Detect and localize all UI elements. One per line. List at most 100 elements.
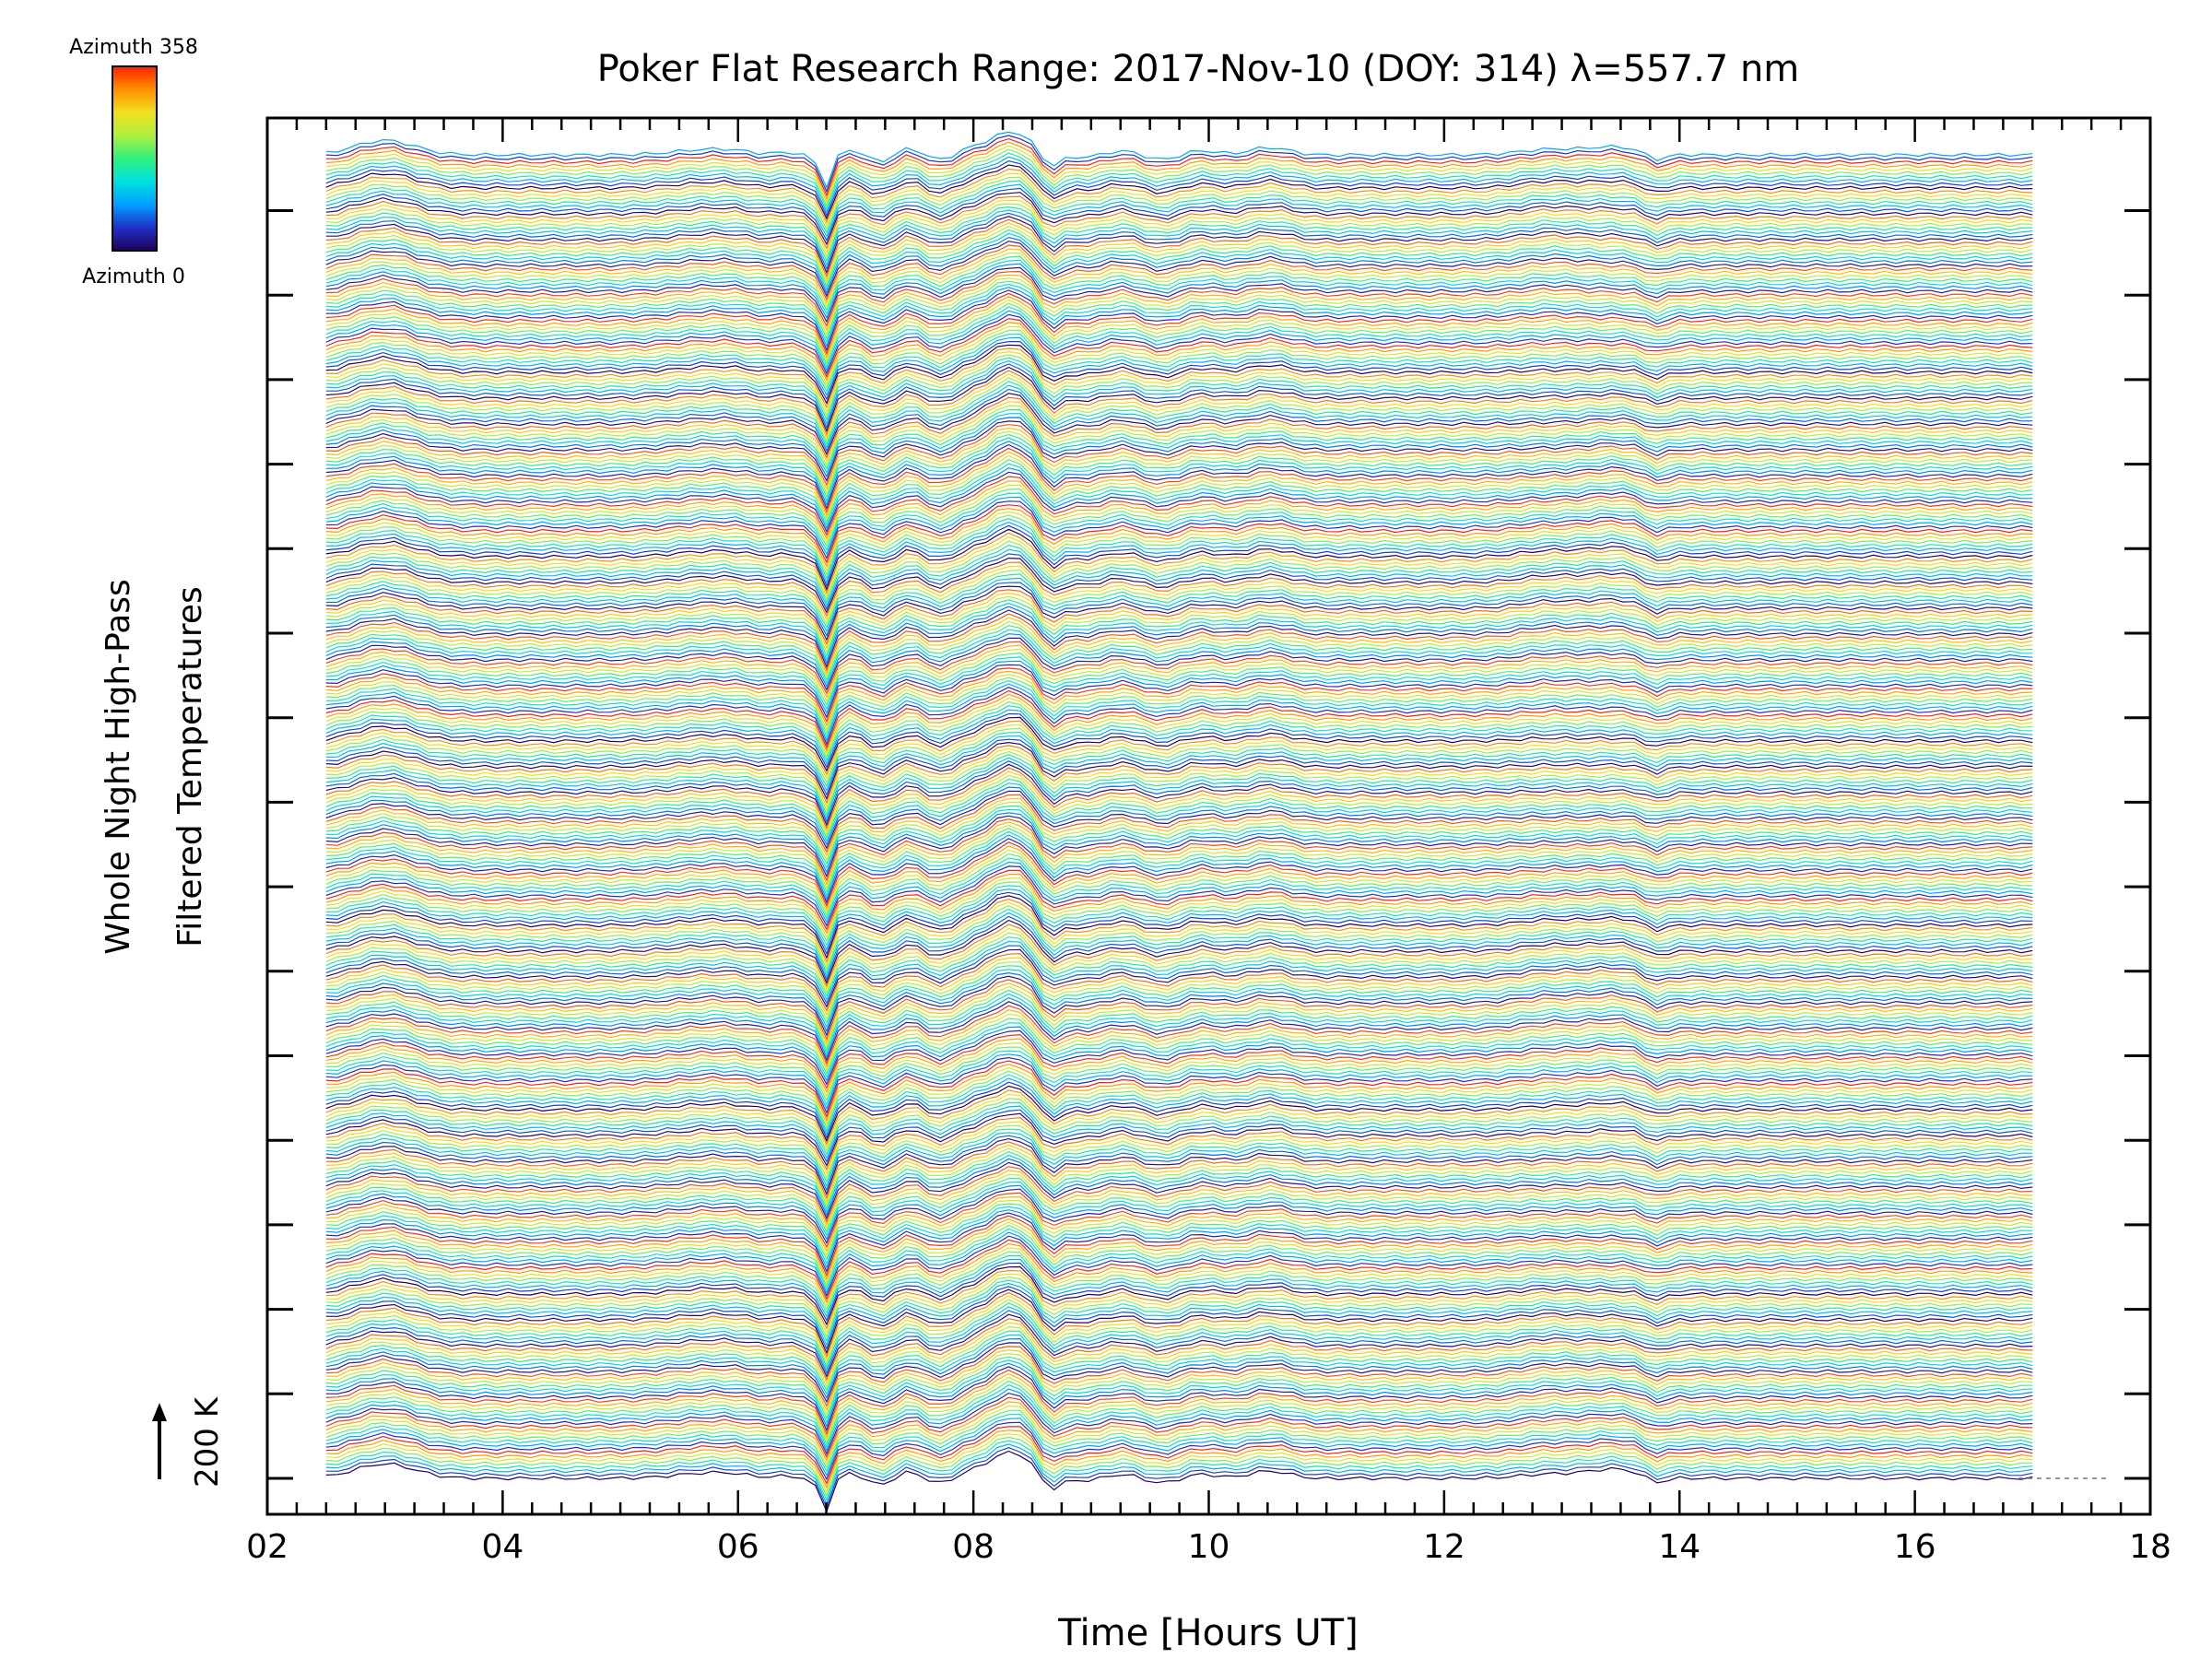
series-line (325, 1026, 2033, 1082)
series-line (325, 289, 2033, 352)
series-line (325, 1383, 2033, 1449)
series-line (325, 1173, 2033, 1230)
series-line (325, 720, 2033, 776)
series-line (325, 467, 2033, 530)
series-line (325, 302, 2033, 366)
series-line (325, 797, 2033, 857)
series-line (325, 1105, 2033, 1159)
series-line (325, 648, 2033, 702)
series-line (325, 961, 2033, 1020)
series-line (325, 313, 2033, 375)
series-line (325, 168, 2033, 224)
series-line (325, 993, 2033, 1055)
series-line (325, 1085, 2033, 1143)
series-line (325, 252, 2033, 308)
series-line (325, 1273, 2033, 1335)
series-line (325, 724, 2033, 780)
series-line (325, 1206, 2033, 1265)
series-line (325, 212, 2033, 271)
series-line (325, 1235, 2033, 1298)
series-line (325, 754, 2033, 817)
series-line (325, 396, 2033, 459)
series-line (325, 232, 2033, 291)
colorbar-top-label: Azimuth 358 (69, 36, 198, 59)
series-line (325, 492, 2033, 551)
series-line (325, 965, 2033, 1025)
series-line (325, 716, 2033, 772)
series-line (325, 888, 2033, 951)
series-line (325, 771, 2033, 833)
series-line (325, 1098, 2033, 1152)
series-line (325, 1330, 2033, 1392)
series-line (325, 834, 2033, 900)
series-line (325, 347, 2033, 409)
series-line (325, 344, 2033, 405)
series-line (325, 1195, 2033, 1253)
series-line (325, 1269, 2033, 1330)
series-line (325, 617, 2033, 676)
series-line (325, 336, 2033, 396)
series-line (325, 1203, 2033, 1261)
series-line (325, 1322, 2033, 1384)
series-line (325, 794, 2033, 853)
series-line (325, 263, 2033, 319)
series-line (325, 266, 2033, 324)
series-line (325, 1258, 2033, 1318)
series-line (325, 137, 2033, 197)
series-line (325, 373, 2033, 440)
series-line (325, 192, 2033, 246)
series-line (325, 1362, 2033, 1429)
series-line (325, 1251, 2033, 1311)
series-line (325, 1369, 2033, 1436)
series-line (325, 969, 2033, 1029)
series-line (325, 609, 2033, 669)
series-line (325, 548, 2033, 607)
series-line (325, 357, 2033, 421)
series-line (325, 589, 2033, 646)
series-line (325, 1192, 2033, 1249)
chart-title: Poker Flat Research Range: 2017-Nov-10 (… (597, 48, 1800, 90)
series-line (325, 577, 2033, 633)
series-line (325, 1050, 2033, 1106)
series-line (325, 1242, 2033, 1304)
series-line (325, 292, 2033, 356)
colorbar (112, 65, 158, 252)
series-line (325, 388, 2033, 453)
series-line (325, 745, 2033, 805)
series-line (325, 209, 2033, 266)
series-line (325, 350, 2033, 414)
series-line (325, 989, 2033, 1053)
series-line (325, 524, 2033, 588)
series-line (325, 131, 2033, 189)
series-line (325, 443, 2033, 511)
series-line (325, 760, 2033, 824)
scale-bar-arrow-icon (152, 1403, 167, 1421)
series-line (325, 824, 2033, 890)
series-line (325, 384, 2033, 450)
x-tick-labels: 02 04 06 08 10 12 14 16 18 (246, 1528, 2171, 1566)
x-tick-label: 06 (717, 1528, 759, 1566)
series-line (325, 1401, 2033, 1462)
series-line (325, 1033, 2033, 1089)
series-line (325, 996, 2033, 1059)
series-line (325, 1349, 2033, 1412)
series-line (325, 1254, 2033, 1314)
series-line (325, 582, 2033, 637)
series-line (325, 156, 2033, 214)
series-line (325, 727, 2033, 784)
series-line (325, 1158, 2033, 1217)
series-line (325, 953, 2033, 1012)
series-line (325, 236, 2033, 295)
series-line (325, 948, 2033, 1008)
series-line (325, 602, 2033, 662)
series-line (325, 1440, 2033, 1501)
series-line (325, 767, 2033, 830)
series-line (325, 700, 2033, 759)
series-line (325, 1409, 2033, 1469)
series-line (325, 447, 2033, 514)
series-line (325, 1325, 2033, 1388)
series-line (325, 919, 2033, 985)
series-line (325, 1041, 2033, 1098)
series-line (325, 936, 2033, 998)
series-line (325, 287, 2033, 348)
